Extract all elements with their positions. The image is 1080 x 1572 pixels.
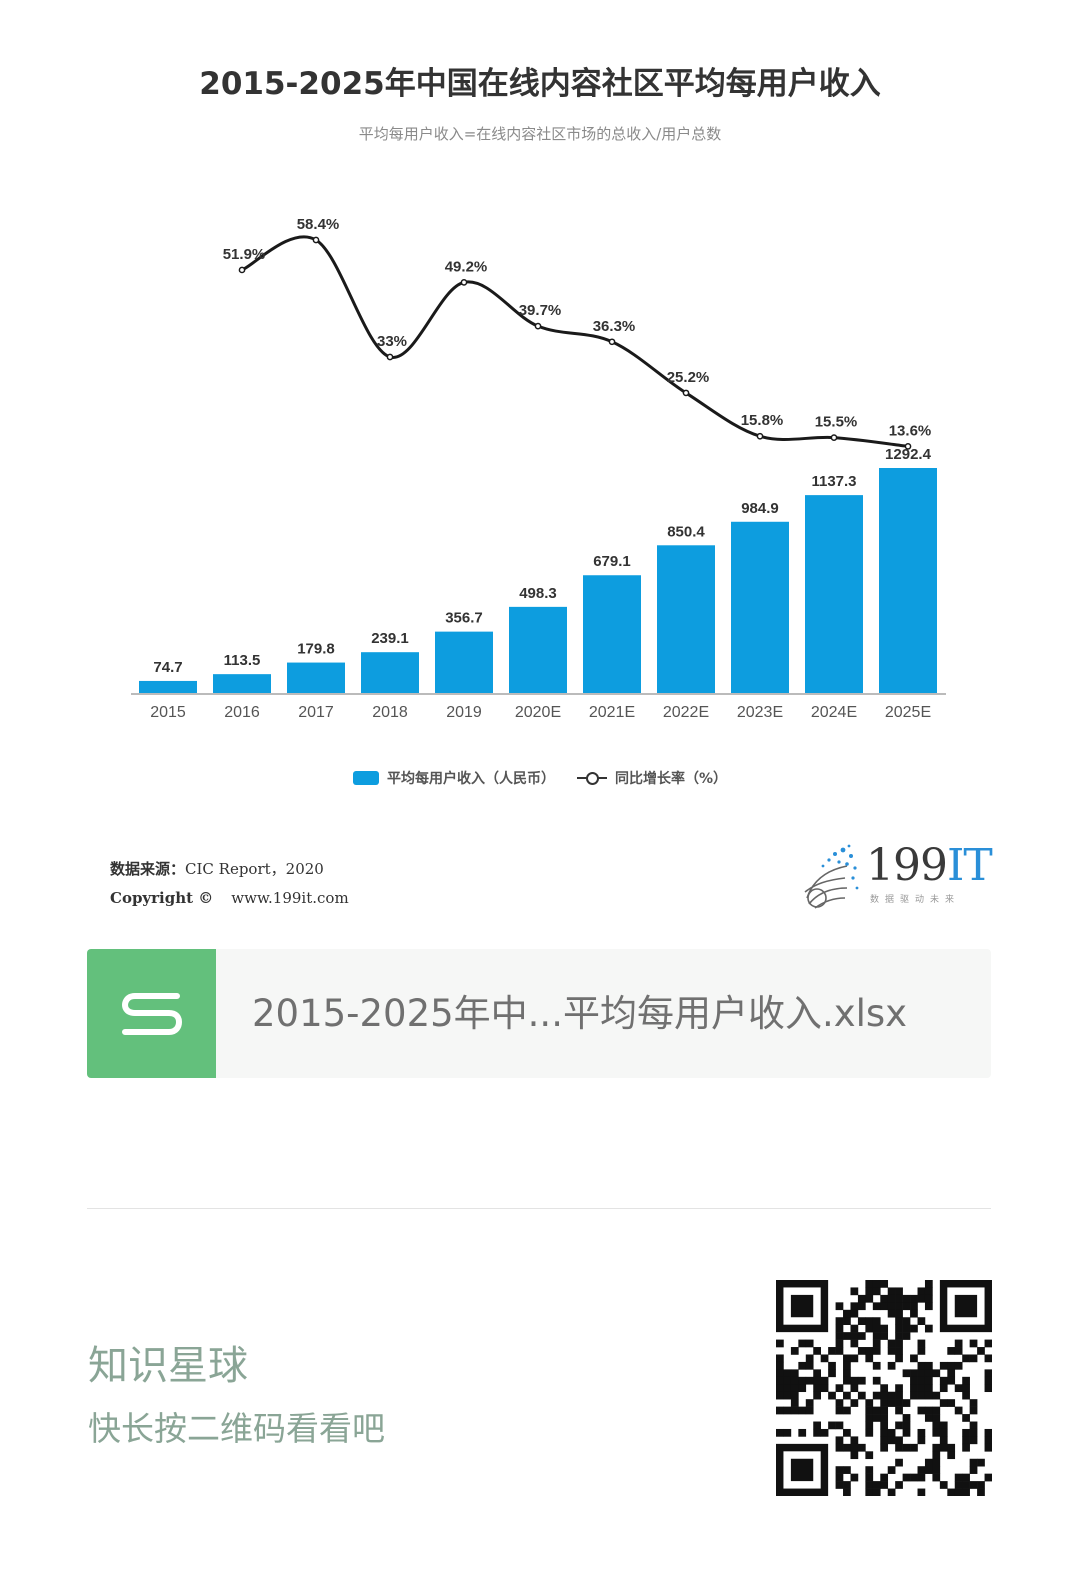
growth-rate-label: 25.2% <box>667 369 710 386</box>
growth-rate-label: 33% <box>377 333 407 350</box>
bar-2016 <box>213 674 271 694</box>
x-tick-label: 2019 <box>446 704 482 721</box>
chart-title: 2015-2025年中国在线内容社区平均每用户收入 <box>199 66 881 102</box>
source-label: 数据来源： <box>110 860 186 878</box>
growth-rate-label: 58.4% <box>297 216 340 233</box>
bar-value-label: 679.1 <box>593 553 631 570</box>
growth-rate-point <box>608 338 616 346</box>
legend-line-marker <box>576 771 607 785</box>
growth-rate-point <box>830 434 838 441</box>
x-tick-label: 2018 <box>372 704 408 721</box>
growth-rate-label: 51.9% <box>223 246 266 263</box>
growth-rate-label: 15.5% <box>815 414 858 431</box>
growth-rate-label: 49.2% <box>445 258 488 275</box>
bar-2021E <box>583 575 641 694</box>
brand-name-digits: 199 <box>866 840 948 891</box>
file-attachment-card[interactable]: 2015-2025年中...平均每用户收入.xlsx <box>87 949 991 1078</box>
file-name: 2015-2025年中...平均每用户收入.xlsx <box>252 992 908 1035</box>
bar-value-label: 113.5 <box>224 652 261 669</box>
source-block: 数据来源：CIC Report，2020 Copyright © www.199i… <box>110 855 349 913</box>
website-text: www.199it.com <box>231 889 349 907</box>
growth-rate-line <box>241 235 909 448</box>
growth-rate-point <box>312 236 320 244</box>
growth-rate-point <box>534 322 542 330</box>
x-tick-label: 2025E <box>885 704 931 721</box>
bar-2022E <box>657 545 715 694</box>
qr-code[interactable] <box>776 1280 992 1496</box>
growth-rate-label: 39.7% <box>519 302 562 319</box>
section-divider <box>87 1208 991 1209</box>
legend-swatch-bar <box>352 771 379 785</box>
x-tick-label: 2017 <box>298 704 334 721</box>
bar-2023E <box>731 521 789 694</box>
brand-tagline: 数据驱动未来 <box>870 895 961 905</box>
bar-value-label: 74.7 <box>153 659 182 676</box>
x-tick-label: 2022E <box>663 704 709 721</box>
growth-rate-point <box>460 279 468 286</box>
copyright-label: Copyright © <box>110 889 214 907</box>
bar-value-label: 850.4 <box>667 523 705 540</box>
x-tick-label: 2023E <box>737 704 783 721</box>
x-tick-label: 2015 <box>150 704 186 721</box>
bar-2020E <box>509 606 567 694</box>
x-tick-label: 2016 <box>224 704 260 721</box>
bar-2015 <box>139 680 197 694</box>
promo-subtitle: 快长按二维码看看吧 <box>88 1409 385 1448</box>
brand-name: 199IT <box>866 840 993 891</box>
x-tick-label: 2020E <box>515 704 561 721</box>
bar-value-label: 356.7 <box>445 610 483 627</box>
bar-value-label: 984.9 <box>741 500 779 517</box>
brand-name-letters: IT <box>946 840 993 891</box>
growth-rate-point <box>238 266 246 274</box>
promo-title: 知识星球 <box>88 1343 248 1389</box>
growth-rate-label: 13.6% <box>889 422 932 439</box>
bar-2019 <box>435 631 493 694</box>
legend-label-line: 同比增长率（%） <box>614 771 728 787</box>
growth-rate-point <box>756 432 764 440</box>
source-value: CIC Report，2020 <box>185 860 324 878</box>
growth-rate-point <box>682 389 690 397</box>
brand-logo-icon <box>804 844 859 909</box>
legend-label-bar: 平均每用户收入（人民币） <box>386 771 555 787</box>
bar-2017 <box>287 662 345 694</box>
x-tick-label: 2024E <box>811 704 857 721</box>
bar-2018 <box>361 652 419 694</box>
growth-rate-point <box>904 443 912 450</box>
x-tick-label: 2021E <box>589 704 635 721</box>
bar-value-label: 498.3 <box>519 585 557 602</box>
chart-subtitle: 平均每用户收入=在线内容社区市场的总收入/用户总数 <box>358 125 722 143</box>
growth-rate-point <box>386 353 394 361</box>
bar-2025E <box>879 468 937 694</box>
growth-rate-label: 15.8% <box>741 412 784 429</box>
bar-value-label: 179.8 <box>297 641 335 658</box>
spreadsheet-file-icon <box>87 949 216 1078</box>
growth-rate-label: 36.3% <box>593 318 636 335</box>
legend-item-line: 同比增长率（%） <box>576 768 728 788</box>
chart-legend: 平均每用户收入（人民币） 同比增长率（%） <box>0 768 1080 788</box>
bar-2024E <box>805 495 863 694</box>
bar-value-label: 1137.3 <box>811 473 856 490</box>
spreadsheet-s-icon <box>121 992 182 1035</box>
bar-value-label: 1292.4 <box>885 446 932 463</box>
chart-area: 74.7 113.5 179.8 239.1 356.7 498.3 679.1 850.4 9… <box>131 216 946 721</box>
bar-value-label: 239.1 <box>371 630 409 647</box>
legend-item-bar: 平均每用户收入（人民币） <box>352 768 555 788</box>
